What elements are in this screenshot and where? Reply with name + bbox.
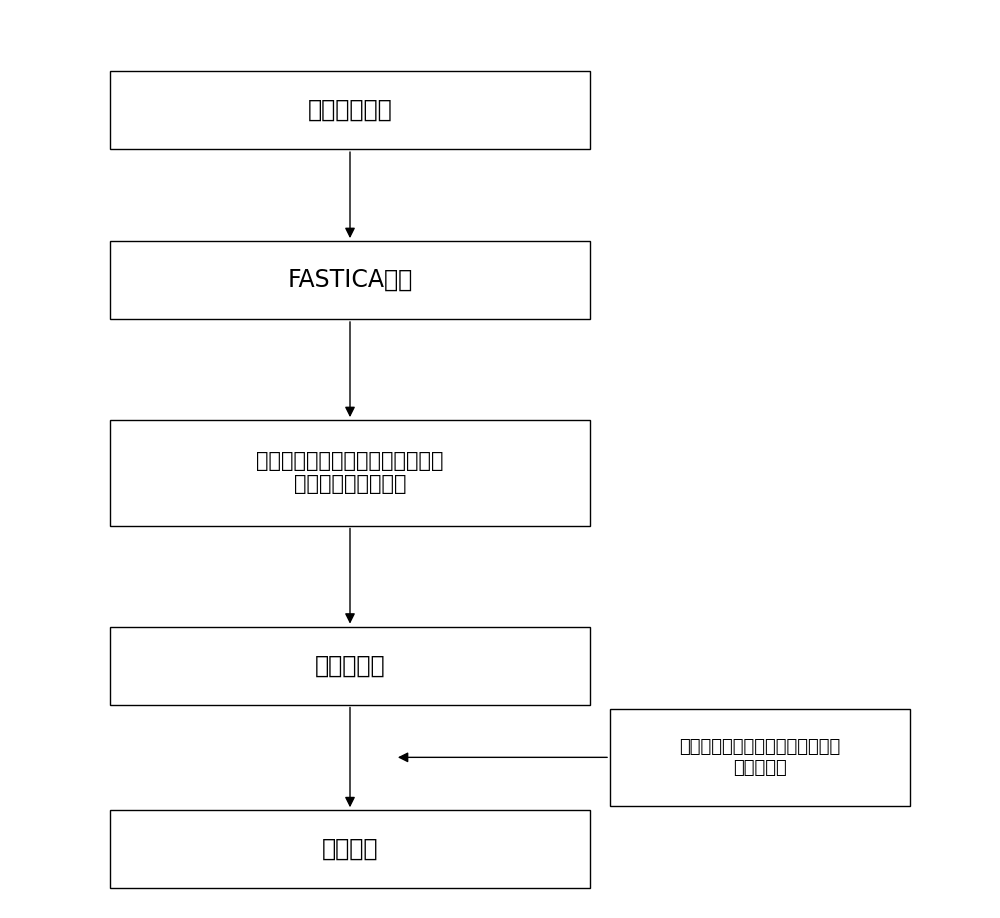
Bar [610, 709, 910, 806]
Text: FASTICA分离: FASTICA分离 [287, 268, 413, 292]
Text: 测试故障信号: 测试故障信号 [308, 98, 392, 122]
Bar [110, 71, 590, 149]
Bar [110, 420, 590, 525]
Bar [110, 626, 590, 705]
Bar [110, 811, 590, 889]
Text: 包络谱分析: 包络谱分析 [315, 654, 385, 677]
Text: 计算各分离信号的峦度値，筛选含
故障信号的分离信号: 计算各分离信号的峦度値，筛选含 故障信号的分离信号 [256, 451, 444, 495]
Text: 将包络谱峰値对应的频率与轴承特
征频率比较: 将包络谱峰値对应的频率与轴承特 征频率比较 [679, 738, 841, 777]
Text: 故障诊断: 故障诊断 [322, 837, 378, 861]
Bar [110, 241, 590, 319]
